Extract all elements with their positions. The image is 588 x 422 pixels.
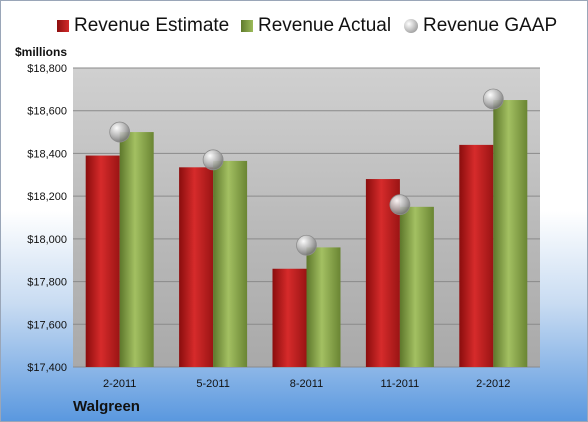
actual-bar: [399, 206, 434, 367]
x-tick-labels: 2-2011 5-2011 8-2011 11-2011 2-2012: [103, 378, 510, 390]
actual-bar: [119, 132, 154, 367]
estimate-bar: [85, 155, 120, 367]
legend: Revenue Estimate Revenue Actual Revenue …: [1, 15, 587, 39]
actual-bar: [493, 100, 528, 368]
gaap-markers: [109, 88, 504, 256]
company-name: Walgreen: [73, 398, 140, 415]
gaap-marker: [389, 194, 411, 216]
estimate-bar: [179, 167, 214, 367]
legend-swatch-gaap: [404, 19, 418, 33]
legend-item-revenue-actual: Revenue Actual: [241, 15, 391, 37]
x-tick-label: 8-2011: [290, 378, 323, 390]
y-tick-label: $17,600: [27, 319, 67, 331]
legend-label-gaap: Revenue GAAP: [423, 15, 558, 36]
gaap-marker: [296, 234, 317, 256]
y-axis-unit-label: $millions: [15, 45, 68, 59]
y-tick-label: $18,800: [27, 63, 67, 75]
gaap-marker: [202, 149, 224, 171]
legend-item-revenue-estimate: Revenue Estimate: [57, 15, 229, 37]
y-tick-label: $17,400: [27, 362, 67, 374]
estimate-bar: [459, 144, 494, 367]
y-tick-label: $18,400: [27, 148, 67, 160]
legend-item-revenue-gaap: Revenue GAAP: [404, 15, 557, 37]
legend-swatch-actual: [241, 20, 253, 32]
x-tick-label: 5-2011: [196, 378, 229, 390]
gaap-marker: [109, 121, 131, 143]
y-tick-label: $18,000: [27, 234, 67, 246]
y-tick-label: $18,200: [27, 191, 67, 203]
y-tick-label: $17,800: [27, 277, 67, 289]
actual-bar: [306, 247, 341, 367]
bars: [85, 100, 528, 368]
y-tick-label: $18,600: [27, 106, 67, 118]
actual-bar: [213, 160, 248, 367]
x-tick-label: 11-2011: [381, 378, 420, 390]
legend-label-actual: Revenue Actual: [258, 15, 392, 36]
gaap-marker: [482, 88, 504, 110]
legend-label-estimate: Revenue Estimate: [74, 15, 230, 36]
legend-swatch-estimate: [57, 20, 69, 32]
estimate-bar: [272, 268, 307, 367]
y-tick-labels: $17,400 $17,600 $17,800 $18,000 $18,200 $18,4…: [27, 63, 67, 374]
x-tick-label: 2-2011: [103, 378, 136, 390]
x-tick-label: 2-2012: [476, 378, 510, 390]
